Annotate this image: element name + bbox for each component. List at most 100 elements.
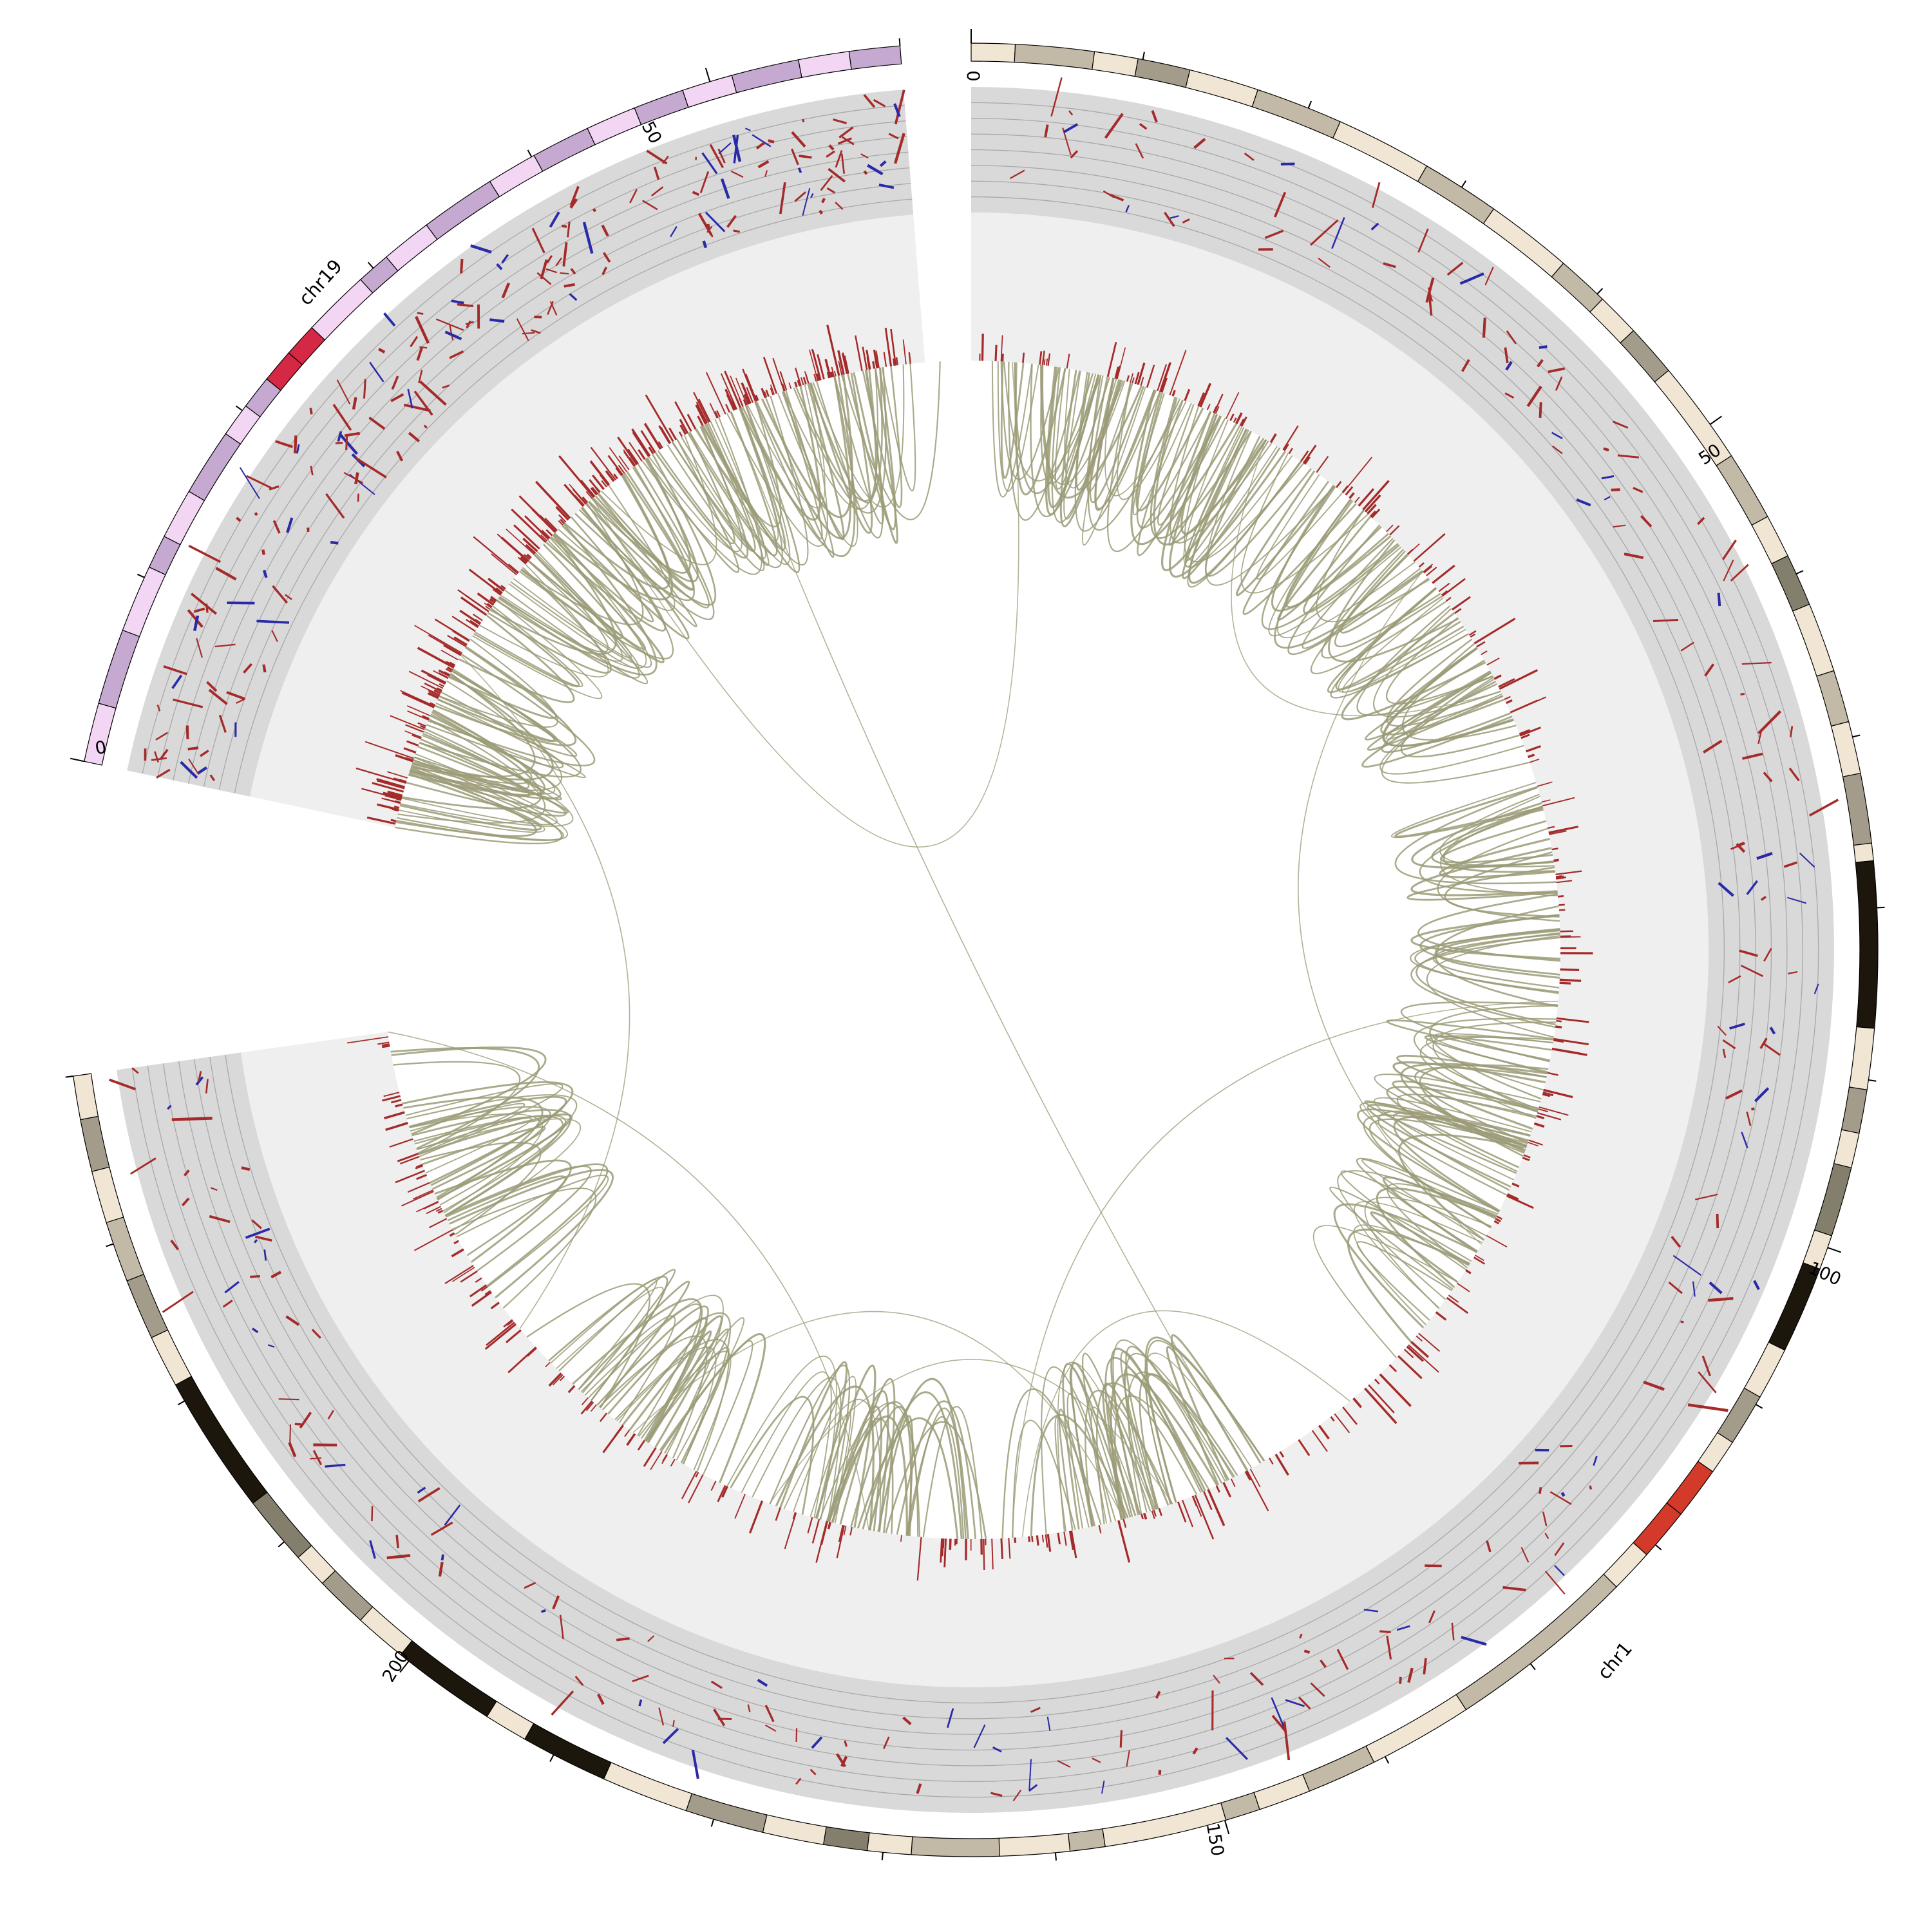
link [1003, 361, 1102, 482]
gain-mark [1070, 150, 1079, 159]
gain-mark [764, 1705, 775, 1723]
gridline-chr19 [157, 120, 906, 777]
ideogram-band-chr1 [866, 1832, 913, 1855]
gain-mark [1273, 191, 1287, 218]
loss-mark [638, 1699, 643, 1707]
loss-mark [1692, 1281, 1696, 1297]
gain-mark [435, 318, 464, 331]
inner-bar [1457, 1282, 1470, 1293]
link [1087, 375, 1181, 531]
inner-bar [497, 533, 529, 562]
link [1443, 806, 1555, 873]
ideogram-band-chr1 [73, 1073, 99, 1121]
inner-bar [1000, 1538, 1004, 1559]
loss-mark [1560, 1492, 1566, 1497]
ideogram-band-chr1 [1253, 1774, 1311, 1810]
gain-mark [1760, 896, 1767, 901]
link [591, 467, 710, 609]
tick-chr19 [367, 261, 374, 269]
link [1356, 1157, 1500, 1252]
inner-bar [449, 1232, 455, 1237]
inner-bar [506, 528, 535, 555]
gain-mark [226, 691, 246, 701]
inner-bar [1507, 1193, 1519, 1200]
inner-bar [1000, 335, 1003, 362]
inner-bar [1239, 419, 1245, 426]
gain-mark [1697, 516, 1705, 526]
gain-mark [1249, 1672, 1264, 1686]
inner-bar [1041, 350, 1045, 365]
link [1271, 484, 1392, 612]
inner-bar [513, 524, 540, 550]
gain-mark [819, 209, 824, 215]
tick-chr1 [1852, 734, 1861, 738]
link [402, 711, 542, 810]
ideogram-band-chr19 [848, 45, 902, 70]
inner-bar [416, 1173, 427, 1180]
gain-mark [418, 370, 423, 384]
inner-bar [862, 346, 868, 370]
gain-mark [1750, 1107, 1755, 1111]
inner-bar [399, 1155, 420, 1165]
gain-mark [285, 1315, 300, 1327]
loss-mark [444, 330, 462, 341]
link [857, 1417, 959, 1539]
inner-bar [1493, 1220, 1500, 1225]
loss-mark [267, 1344, 275, 1348]
gain-mark [250, 1274, 260, 1278]
loss-mark [1170, 215, 1179, 219]
gain-mark [799, 155, 812, 159]
gain-mark [1717, 1025, 1727, 1036]
gain-mark [821, 198, 826, 204]
inner-bar [428, 1218, 448, 1229]
loss-mark [702, 240, 708, 249]
link [527, 533, 665, 663]
gain-mark [697, 213, 713, 236]
gain-mark [327, 1410, 334, 1420]
inner-bar [705, 372, 726, 415]
inner-bar [1199, 383, 1212, 408]
inner-bar [1274, 1454, 1289, 1476]
loss-mark [1505, 361, 1513, 371]
link [1041, 1366, 1123, 1535]
gain-mark [1486, 1540, 1492, 1553]
outer-scatter-track [108, 77, 1839, 1802]
inner-bar [1553, 1039, 1564, 1043]
inner-bar [590, 487, 598, 496]
link [405, 1083, 564, 1157]
link [553, 474, 674, 601]
inner-bar [1132, 377, 1135, 384]
inner-bar [714, 411, 719, 419]
gain-mark [1613, 524, 1626, 528]
ideogram-band-chr1 [1792, 603, 1835, 677]
inner-bar [1560, 930, 1573, 933]
inner-bar [1349, 492, 1355, 499]
link [607, 1317, 708, 1442]
gridline-chr1 [194, 165, 1756, 1735]
gain-mark [344, 431, 361, 437]
loss-mark [253, 1238, 258, 1244]
inner-bar [1553, 1037, 1589, 1046]
gain-mark [466, 320, 472, 328]
gain-mark [826, 150, 835, 158]
gain-mark [570, 268, 576, 275]
gain-mark [574, 1676, 584, 1686]
inner-bar [698, 399, 711, 422]
ideogram-band-chr19 [587, 107, 642, 146]
inner-bar [1556, 1017, 1589, 1023]
link [1432, 933, 1560, 989]
link [581, 493, 697, 628]
gain-mark [1193, 138, 1206, 149]
inner-bar [522, 537, 538, 553]
inner-bar [1506, 699, 1513, 705]
inner-bar [629, 442, 643, 462]
gain-mark [1504, 347, 1509, 363]
inner-bar [1454, 608, 1462, 614]
gain-mark [371, 1506, 374, 1522]
inner-bar [1418, 562, 1425, 568]
inner-bar [1336, 480, 1342, 488]
link [730, 1396, 815, 1515]
gain-mark [873, 99, 886, 108]
inner-bar [837, 350, 845, 375]
inner-bar [477, 592, 495, 606]
